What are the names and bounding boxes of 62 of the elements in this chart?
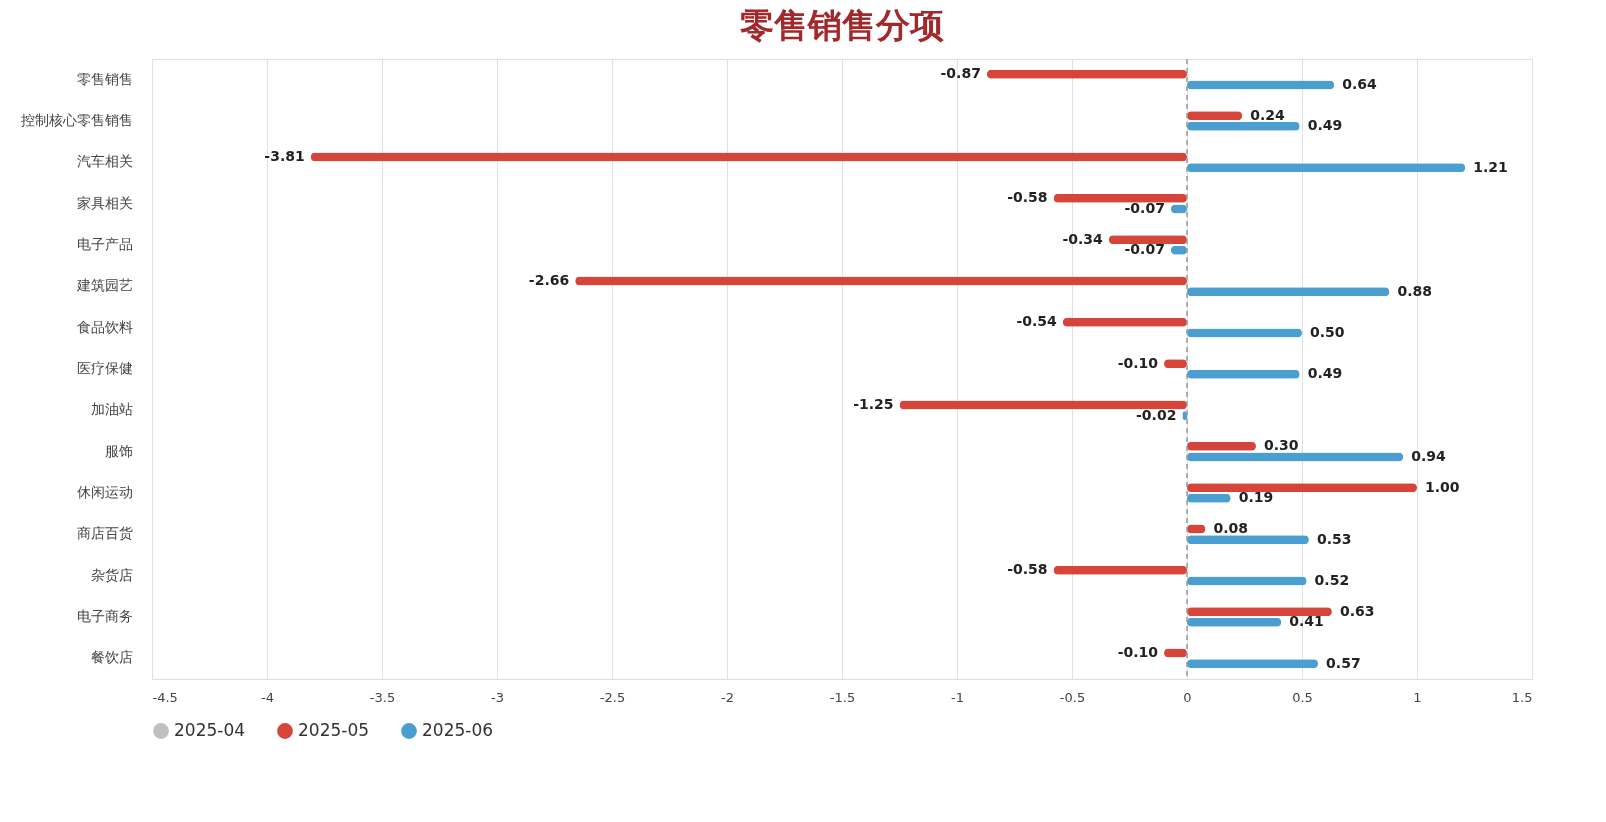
data-label: 0.24 [1250,106,1285,123]
data-label: 0.08 [1213,520,1248,537]
legend-label: 2025-04 [174,720,246,740]
data-label: 0.49 [1307,117,1343,134]
data-label: -0.54 [1016,313,1058,330]
data-label: 0.49 [1307,365,1343,382]
x-tick-label: -2.5 [599,689,626,705]
data-label: -0.07 [1124,241,1165,258]
data-label: -0.34 [1062,230,1104,247]
data-label: 0.19 [1238,489,1274,506]
y-tick-label: 电子商务 [76,608,133,624]
data-label: -0.87 [940,65,981,82]
x-tick-label: 0 [1183,689,1192,705]
data-label: 0.94 [1411,447,1446,464]
data-label: 0.64 [1342,75,1377,92]
y-tick-label: 食品饮料 [76,318,133,335]
x-tick-label: -0.5 [1059,689,1086,705]
data-label: -1.25 [853,396,894,413]
x-tick-label: 1.5 [1511,689,1533,705]
data-label: 0.50 [1310,323,1345,340]
data-label: -2.66 [528,272,570,289]
x-tick-label: -2 [721,689,734,705]
data-label: -0.10 [1117,354,1159,371]
data-label: 0.88 [1397,282,1432,299]
y-tick-label: 杂货店 [90,566,133,583]
chart-title: 零售销售分项 [740,5,944,46]
y-tick-label: 电子产品 [76,236,133,252]
y-tick-label: 家具相关 [76,194,133,211]
data-label: -0.58 [1007,189,1048,206]
x-tick-label: 0.5 [1292,689,1313,705]
y-tick-label: 餐饮店 [90,649,133,666]
data-label: -0.07 [1124,199,1165,216]
data-label: 1.21 [1473,158,1508,175]
data-label: -3.81 [264,148,305,165]
x-tick-label: -4.5 [152,689,178,705]
data-label: 0.41 [1289,613,1324,630]
y-tick-label: 服饰 [104,442,133,459]
y-tick-label: 建筑园艺 [75,277,133,294]
x-tick-label: -3.5 [369,689,396,705]
data-label: 0.53 [1316,530,1352,547]
x-tick-label: -1 [951,689,964,705]
x-tick-label: -1.5 [829,689,856,705]
y-tick-label: 控制核心零售销售 [20,112,133,128]
data-label: 0.63 [1339,602,1375,619]
y-tick-label: 零售销售 [76,70,133,87]
x-tick-label: 1 [1413,689,1422,705]
y-tick-label: 医疗保健 [76,360,133,376]
data-label: -0.02 [1136,406,1177,423]
x-tick-label: -3 [491,689,504,705]
y-tick-label: 商店百货 [76,525,133,542]
y-tick-label: 加油站 [90,401,133,418]
x-tick-label: -4 [261,689,274,705]
data-label: 0.57 [1326,654,1361,671]
y-tick-label: 休闲运动 [76,484,133,500]
data-label: -0.58 [1007,561,1048,578]
legend-label: 2025-05 [298,720,370,740]
data-label: -0.10 [1117,644,1159,661]
y-tick-label: 汽车相关 [76,153,133,170]
legend-label: 2025-06 [422,720,494,740]
data-label: 0.52 [1314,571,1350,588]
data-label: 0.30 [1264,437,1299,454]
data-label: 1.00 [1425,478,1460,495]
